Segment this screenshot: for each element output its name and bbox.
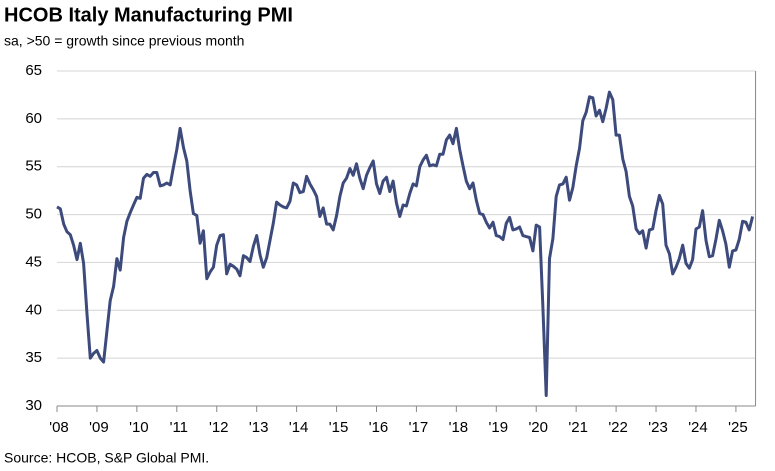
x-tick-label: '16	[369, 419, 389, 436]
series-line	[56, 90, 755, 397]
x-tick-label: '12	[209, 419, 229, 436]
y-tick-label: 65	[25, 62, 42, 79]
x-tick-label: '10	[129, 419, 149, 436]
chart-subtitle: sa, >50 = growth since previous month	[4, 33, 244, 49]
x-tick-label: '23	[648, 419, 668, 436]
y-tick-label: 30	[25, 397, 42, 414]
x-tick-label: '19	[489, 419, 509, 436]
x-tick-label: '14	[289, 419, 309, 436]
x-tick-label: '13	[249, 419, 269, 436]
y-tick-label: 50	[25, 206, 42, 223]
x-tick-label: '18	[449, 419, 469, 436]
x-tick-label: '24	[688, 419, 708, 436]
x-tick-label: '11	[170, 419, 188, 436]
x-tick-label: '21	[568, 419, 588, 436]
chart-title: HCOB Italy Manufacturing PMI	[4, 4, 293, 26]
x-tick-label: '09	[89, 419, 109, 436]
source-note: Source: HCOB, S&P Global PMI.	[4, 450, 209, 466]
x-tick-label: '25	[728, 419, 748, 436]
x-tick-label: '20	[528, 419, 548, 436]
x-tick-label: '17	[409, 419, 429, 436]
y-tick-label: 40	[25, 301, 42, 318]
y-tick-label: 35	[25, 349, 42, 366]
x-tick-label: '22	[608, 419, 628, 436]
x-tick-label: '15	[329, 419, 349, 436]
y-tick-label: 45	[25, 253, 42, 270]
y-tick-label: 60	[25, 110, 42, 127]
y-tick-label: 55	[25, 158, 42, 175]
x-tick-label: '08	[49, 419, 69, 436]
